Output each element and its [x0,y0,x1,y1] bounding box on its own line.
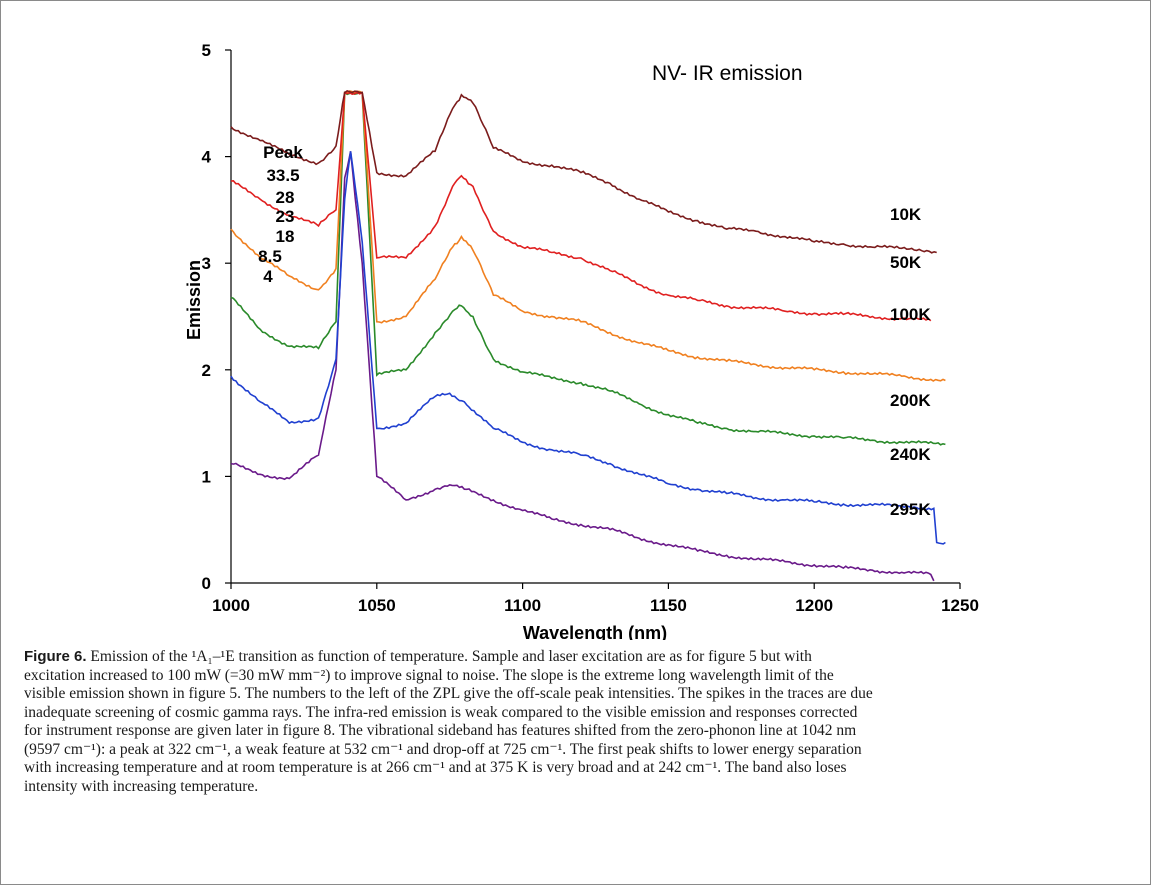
peak-value-10K: 33.5 [266,166,299,185]
chart-title: NV- IR emission [652,62,803,85]
series-label-200K: 200K [890,391,931,410]
series-label-100K: 100K [890,305,931,324]
series-label-295K: 295K [890,500,931,519]
caption-line-3: visible emission shown in figure 5. The … [24,685,873,702]
series-line-200K [230,91,946,446]
caption-line-1: Figure 6. Emission of the ¹A₁–¹E transit… [24,648,1132,667]
series-label-240K: 240K [890,445,931,464]
caption-text-1: Emission of the ¹A₁–¹E transition as fun… [86,648,812,665]
series-label-10K: 10K [890,205,922,224]
caption-line-7: with increasing temperature and at room … [24,759,847,776]
figure-caption: Figure 6. Emission of the ¹A₁–¹E transit… [24,648,1132,796]
x-tick-label: 1000 [212,596,250,615]
peak-value-100K: 23 [276,207,295,226]
x-tick-label: 1050 [358,596,396,615]
caption-line-4: inadequate screening of cosmic gamma ray… [24,703,858,721]
x-tick-label: 1150 [650,596,687,615]
caption-line-8: intensity with increasing temperature. [24,777,259,795]
x-tick-label: 1200 [795,596,833,615]
x-tick-label: 1100 [504,596,541,615]
peak-value-240K: 8.5 [258,247,282,266]
peak-value-200K: 18 [276,227,295,246]
y-tick-label: 5 [202,41,211,60]
caption-line-6: (9597 cm⁻¹): a peak at 322 cm⁻¹, a weak … [24,740,862,758]
series-line-240K [230,151,946,545]
caption-line-2: excitation increased to 100 mW (=30 mW m… [24,666,834,684]
x-axis-label: Wavelength (nm) [523,623,667,640]
axes [230,50,960,584]
caption-label: Figure 6. [24,648,87,665]
series-line-295K [230,151,935,582]
y-axis-label: Emission [184,260,204,340]
series-label-50K: 50K [890,253,922,272]
y-tick-label: 1 [202,467,211,486]
peak-value-295K: 4 [263,267,273,286]
x-tick-label: 1250 [941,596,979,615]
y-tick-label: 4 [202,148,212,167]
peak-header: Peak [263,143,303,162]
series-line-50K [230,91,932,322]
y-tick-label: 0 [202,574,211,593]
y-tick-label: 2 [202,361,211,380]
caption-line-5: for instrument response are given later … [24,722,857,739]
peak-value-50K: 28 [276,188,295,207]
y-tick-label: 3 [202,254,211,273]
series-line-10K [230,90,937,254]
